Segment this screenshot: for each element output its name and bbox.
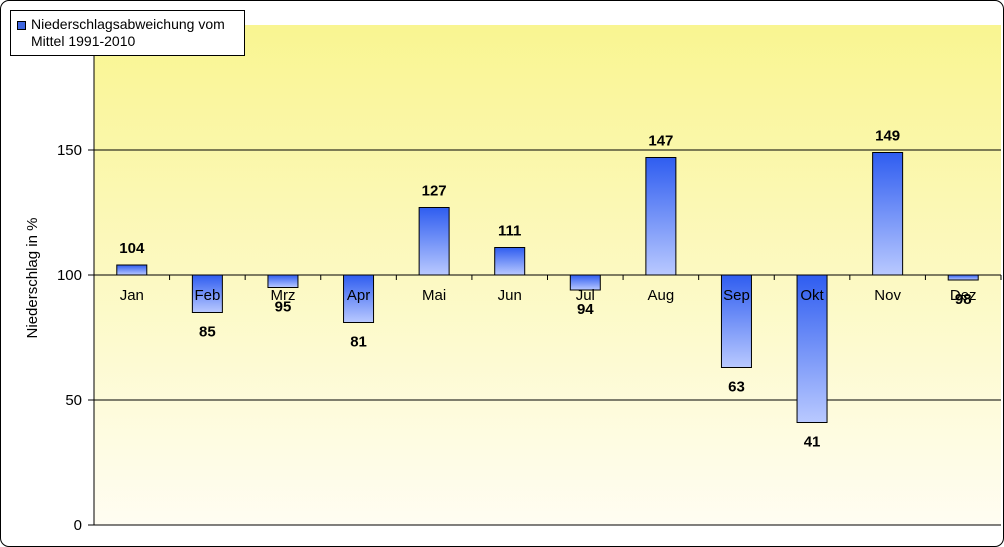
bar-mai [418, 207, 450, 276]
data-label: 147 [648, 133, 673, 150]
bar-jun [494, 247, 526, 276]
x-tick-label: Dez [950, 287, 977, 304]
data-label: 81 [350, 334, 367, 351]
data-label: 127 [422, 183, 447, 200]
bar-dez [947, 274, 979, 281]
bar-jan [116, 264, 148, 276]
data-label: 94 [577, 301, 594, 318]
data-label: 149 [875, 128, 900, 145]
x-tick-label: Sep [723, 287, 750, 304]
bar-okt [796, 274, 828, 423]
x-tick-label: Jun [498, 287, 522, 304]
y-tick-label: 150 [57, 142, 82, 159]
x-tick-label: Mrz [270, 287, 295, 304]
legend-label: Niederschlagsabweichung vom Mittel 1991-… [31, 16, 225, 49]
x-tick-label: Jan [120, 287, 144, 304]
x-tick-label: Aug [648, 287, 675, 304]
data-label: 63 [728, 379, 745, 396]
bar-apr [343, 274, 375, 323]
data-label: 95 [275, 299, 292, 316]
legend-swatch [17, 21, 26, 30]
y-axis-title: Niederschlag in % [24, 218, 41, 339]
bar-aug [645, 157, 677, 276]
x-tick-label: Mai [422, 287, 446, 304]
legend: Niederschlagsabweichung vom Mittel 1991-… [10, 10, 245, 56]
y-tick-label: 0 [74, 517, 82, 534]
x-tick-label: Feb [194, 287, 220, 304]
data-label: 111 [498, 223, 521, 240]
data-label: 41 [804, 434, 821, 451]
bar-nov [872, 152, 904, 276]
y-tick-label: 100 [57, 267, 82, 284]
x-tick-label: Apr [347, 287, 370, 304]
data-label: 104 [119, 240, 145, 257]
bar-mrz [267, 274, 299, 288]
x-tick-label: Nov [874, 287, 901, 304]
y-tick-label: 50 [65, 392, 82, 409]
x-tick-label: Jul [576, 287, 595, 304]
data-label: 98 [955, 291, 972, 308]
data-label: 85 [199, 324, 216, 341]
x-tick-label: Okt [800, 287, 824, 304]
